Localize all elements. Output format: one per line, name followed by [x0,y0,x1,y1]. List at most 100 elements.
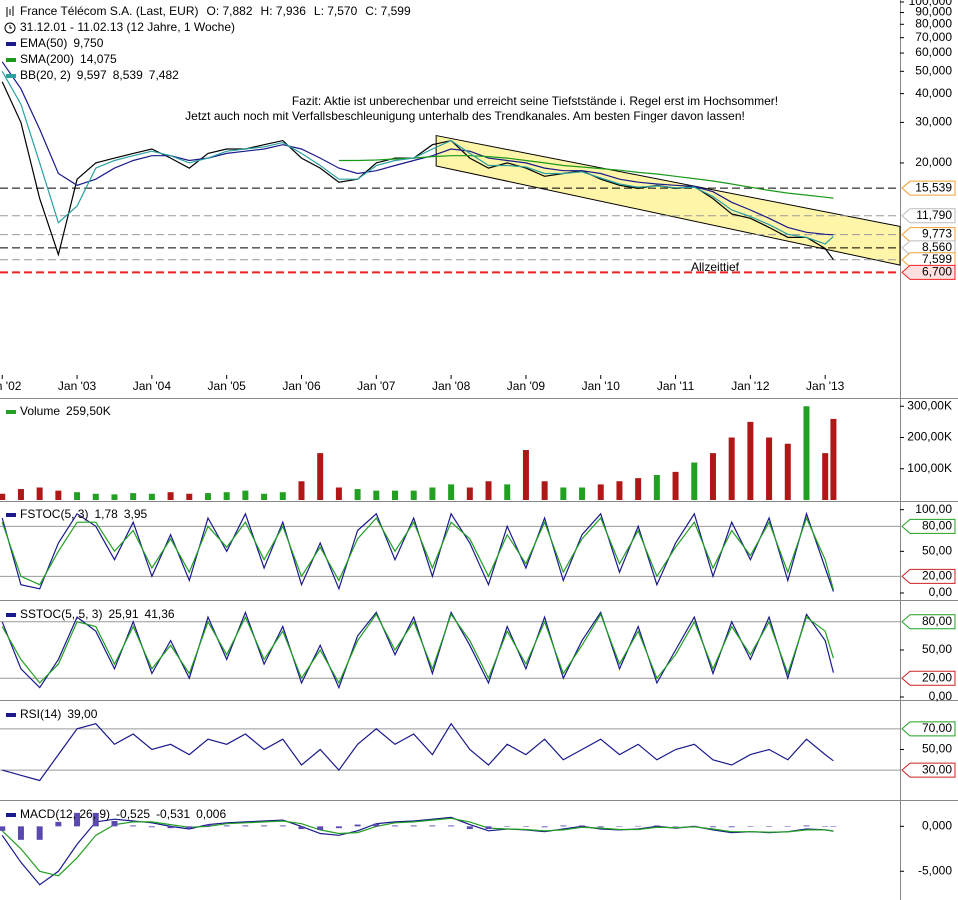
y-tick-label: 50,00 [922,742,952,756]
bar [766,437,773,500]
chart-subtitle: 31.12.01 - 11.02.13 (12 Jahre, 1 Woche) [20,20,235,34]
legend-label: SSTOC(5, 5, 3) [20,607,102,621]
bar [186,493,193,500]
level-box [901,252,956,268]
y-tick-label: 70,000 [915,30,952,44]
y-tick-label: 50,00 [922,642,952,656]
legend-label: FSTOC(5, 3) [20,507,88,521]
bar [822,453,829,500]
bar [616,481,623,500]
y-tick-label: 50,00 [922,544,952,558]
bar [148,826,155,828]
bar [36,487,43,500]
bar [0,826,6,831]
bar [130,825,137,827]
bar [392,490,399,500]
legend-swatch [6,410,16,414]
bar [448,825,455,827]
legend-label: Volume [20,404,60,418]
bar [204,493,211,500]
series-line [1,61,834,236]
legend-label: BB(20, 2) [20,68,71,82]
bar [410,825,417,827]
annotation: Jetzt auch noch mit Verfallsbeschleunigu… [185,109,745,123]
bar [822,826,829,827]
tick-box [901,721,956,737]
x-tick-label: Jan '13 [806,379,845,393]
level-label: 9,773 [922,227,952,241]
bar [429,487,436,500]
legend-value: 259,50K [66,404,111,418]
bar [279,825,286,827]
bar [784,443,791,500]
tick-box [901,568,956,584]
bar [17,826,24,840]
bar [504,484,511,500]
legend-value: 14,075 [80,52,117,66]
y-tick-label: 70,00 [922,721,952,735]
level-box [901,227,956,243]
annotation: Allzeittief [691,260,740,274]
x-tick-label: Jan '03 [58,379,97,393]
bar [92,493,99,500]
x-tick-label: Jan '10 [582,379,621,393]
legend-label: RSI(14) [20,707,61,721]
x-tick-label: Jan '07 [357,379,396,393]
bar [317,826,324,830]
bar [354,489,361,500]
bar [579,487,586,500]
x-tick-label: Jan '04 [133,379,172,393]
y-tick-label: 100,00 [915,502,952,516]
bar [541,481,548,500]
legend-label: EMA(50) [20,36,67,50]
bar [728,826,735,828]
bar [830,826,837,827]
y-tick-label: 30,000 [915,115,952,129]
y-tick-label: 100,000 [909,0,953,8]
bar [279,492,286,500]
bar [261,825,268,827]
y-tick-label: 90,000 [915,5,952,19]
x-tick-label: Jan '02 [0,379,22,393]
bar [522,826,529,827]
y-tick-label: 80,00 [922,614,952,628]
bar [55,821,62,827]
x-tick-label: Jan '09 [507,379,546,393]
y-tick-label: 0,00 [929,585,953,599]
y-tick-label: 30,00 [922,762,952,776]
bar [653,475,660,500]
y-tick-label: 60,000 [915,45,952,59]
bar [242,490,249,500]
series-line [1,817,834,877]
bar [541,826,548,828]
legend-swatch [6,74,16,78]
level-box [901,264,956,280]
bar [167,826,174,829]
y-tick-label: 0,000 [922,819,952,833]
bar [635,825,642,827]
bar [167,492,174,500]
bar [579,825,586,827]
x-tick-label: Jan '06 [282,379,321,393]
legend-value: 41,36 [145,607,175,621]
bar [335,826,342,829]
bar [616,826,623,827]
bar [373,490,380,500]
legend-swatch [6,813,16,817]
legend-value: 0,006 [196,807,226,821]
bar [130,493,137,500]
clock-icon [4,22,16,34]
legend-swatch [6,513,16,517]
bar [429,825,436,827]
legend-value: -0,525 [116,807,150,821]
x-tick-label: Jan '11 [657,379,695,393]
bar [186,826,193,829]
bar [485,826,492,830]
y-tick-label: 20,00 [922,670,952,684]
y-tick-label: 80,00 [922,519,952,533]
level-label: 15,539 [915,180,952,194]
y-tick-label: 20,00 [922,569,952,583]
